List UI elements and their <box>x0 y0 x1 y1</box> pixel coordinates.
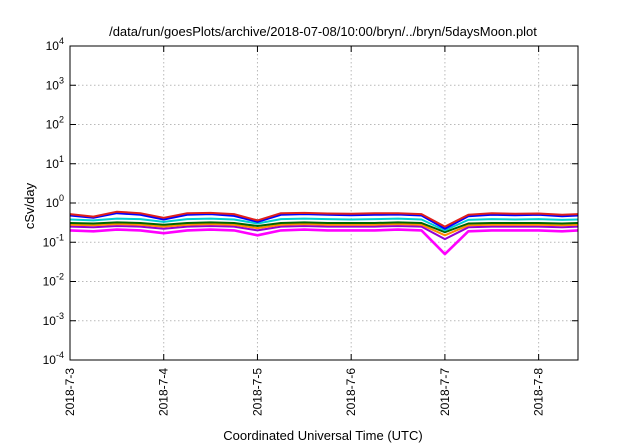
x-tick-label: 2018-7-6 <box>344 368 358 416</box>
y-tick-label: 103 <box>46 75 64 92</box>
series-line-7 <box>69 210 579 228</box>
series-line-3 <box>69 223 579 237</box>
series-line-4 <box>69 221 579 234</box>
y-tick-label: 104 <box>46 36 64 53</box>
gridlines <box>70 46 578 360</box>
series-line-1 <box>69 228 579 256</box>
y-tick-label: 10-2 <box>43 272 64 289</box>
series-line-2 <box>69 225 579 241</box>
x-axis-label: Coordinated Universal Time (UTC) <box>223 428 422 443</box>
x-tick-label: 2018-7-3 <box>63 368 77 416</box>
x-axis-ticks: 2018-7-3 2018-7-4 2018-7-5 2018-7-6 2018-7-7… <box>63 46 546 416</box>
series-line-6 <box>69 212 579 230</box>
x-tick-label: 2018-7-7 <box>438 368 452 416</box>
y-tick-label: 100 <box>46 193 64 210</box>
x-tick-label: 2018-7-4 <box>157 368 171 416</box>
x-tick-label: 2018-7-8 <box>532 368 546 416</box>
data-series <box>69 210 579 256</box>
chart-title: /data/run/goesPlots/archive/2018-07-08/1… <box>109 24 537 39</box>
y-axis-ticks: 10-4 10-3 10-2 10-1 100 101 102 103 104 <box>43 36 578 367</box>
x-tick-label: 2018-7-5 <box>250 368 264 416</box>
y-tick-label: 102 <box>46 115 64 132</box>
y-tick-label: 10-1 <box>43 232 64 249</box>
y-axis-label: cSv/day <box>22 182 37 229</box>
y-tick-label: 10-4 <box>43 350 64 367</box>
series-line-5 <box>69 217 579 232</box>
y-tick-label: 10-3 <box>43 311 64 328</box>
y-tick-label: 101 <box>46 154 64 171</box>
